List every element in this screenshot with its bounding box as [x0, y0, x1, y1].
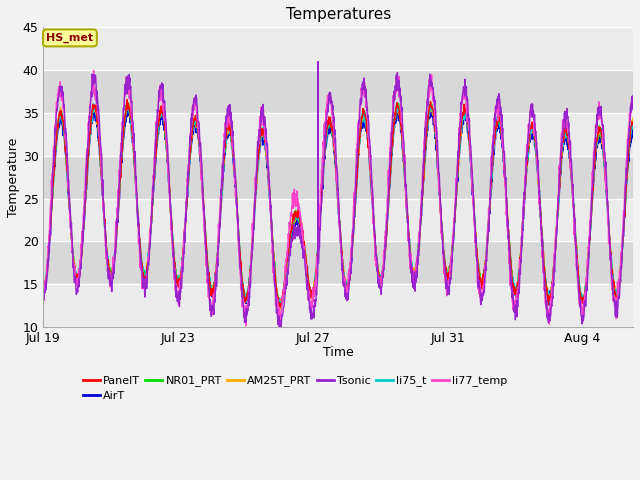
- Bar: [44, 241, 633, 284]
- Bar: [44, 156, 633, 199]
- Title: Temperatures: Temperatures: [285, 7, 391, 22]
- Bar: [44, 199, 633, 241]
- Legend: PanelT, AirT, NR01_PRT, AM25T_PRT, Tsonic, li75_t, li77_temp: PanelT, AirT, NR01_PRT, AM25T_PRT, Tsoni…: [79, 371, 512, 406]
- Y-axis label: Temperature: Temperature: [7, 137, 20, 217]
- X-axis label: Time: Time: [323, 347, 354, 360]
- Bar: [44, 70, 633, 113]
- Bar: [44, 284, 633, 327]
- Bar: [44, 27, 633, 70]
- Bar: [44, 113, 633, 156]
- Text: HS_met: HS_met: [47, 33, 93, 43]
